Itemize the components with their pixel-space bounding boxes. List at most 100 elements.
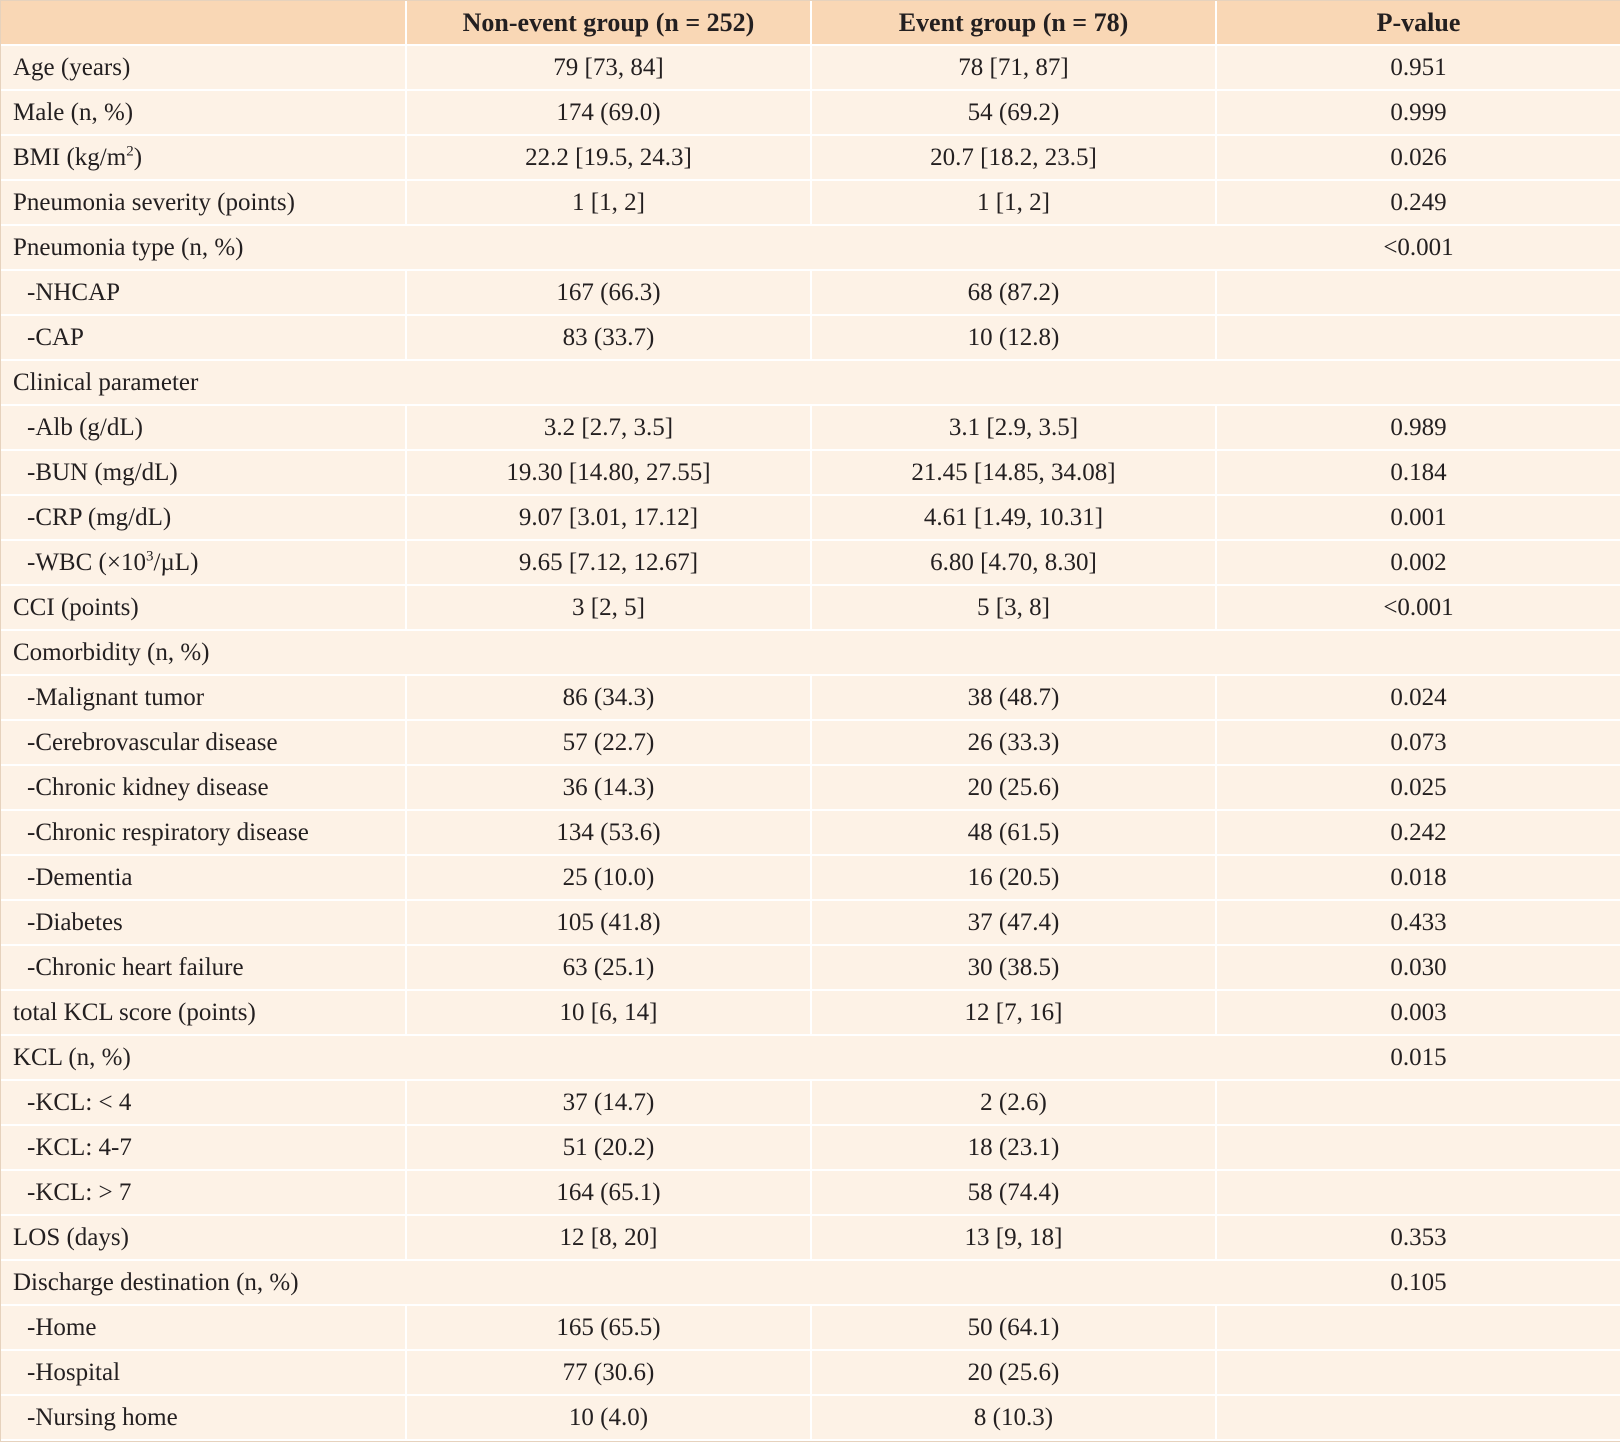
cell-p-value: 0.105 [1215, 1260, 1620, 1306]
row-label: -NHCAP [1, 270, 407, 316]
cell-event: 30 (38.5) [811, 945, 1217, 991]
cell-p-value: <0.001 [1216, 585, 1620, 631]
cell-event: 20 (25.6) [811, 765, 1217, 811]
row-label: LOS (days) [1, 1215, 407, 1261]
cell-non-event: 10 [6, 14] [406, 990, 812, 1036]
header-variable [1, 1, 407, 46]
cell-non-event: 12 [8, 20] [406, 1215, 812, 1261]
table-row: Discharge destination (n, %) 0.105 [1, 1260, 1620, 1306]
cell-p-value: 0.999 [1216, 90, 1620, 136]
row-label: -CRP (mg/dL) [1, 495, 407, 541]
table-row: Pneumonia type (n, %) <0.001 [1, 225, 1620, 271]
cell-event: 21.45 [14.85, 34.08] [811, 450, 1217, 496]
row-label-text: -Chronic heart failure [27, 953, 244, 981]
cell-p-value [1216, 270, 1620, 316]
row-label: Age (years) [1, 45, 407, 91]
row-label-text: -Chronic kidney disease [27, 773, 269, 801]
row-label: -WBC (×103/µL) [1, 540, 407, 586]
table-row: -Hospital 77 (30.6) 20 (25.6) [1, 1350, 1620, 1396]
cell-p-value [1216, 1395, 1620, 1441]
row-label: -Hospital [1, 1350, 407, 1396]
row-label-text: -Home [27, 1313, 97, 1341]
table-row: -Malignant tumor 86 (34.3) 38 (48.7) 0.024 [1, 675, 1620, 721]
row-label: -Home [1, 1305, 407, 1351]
cell-p-value: 0.184 [1216, 450, 1620, 496]
cell-non-event: 3 [2, 5] [406, 585, 812, 631]
cell-p-value: 0.018 [1216, 855, 1620, 901]
row-label-text: Discharge destination (n, %) [13, 1268, 299, 1296]
row-label-text: -Hospital [27, 1358, 121, 1386]
row-label: -KCL: < 4 [1, 1080, 407, 1126]
row-label-suffix: ) [133, 143, 143, 171]
row-label: Discharge destination (n, %) [1, 1260, 407, 1306]
cell-non-event [406, 1260, 812, 1306]
row-label-text: -CRP (mg/dL) [27, 503, 172, 531]
cell-non-event: 10 (4.0) [406, 1395, 812, 1441]
table-row: -Diabetes 105 (41.8) 37 (47.4) 0.433 [1, 900, 1620, 946]
row-label: BMI (kg/m2) [1, 135, 407, 181]
cell-non-event: 174 (69.0) [406, 90, 812, 136]
cell-non-event: 19.30 [14.80, 27.55] [406, 450, 812, 496]
row-label-text: -Nursing home [27, 1403, 178, 1431]
table-row: -Nursing home 10 (4.0) 8 (10.3) [1, 1395, 1620, 1441]
table-row: total KCL score (points) 10 [6, 14] 12 [7,… [1, 990, 1620, 1036]
table-header: Non-event group (n = 252) Event group (n… [1, 1, 1620, 46]
cell-event [811, 1260, 1217, 1306]
cell-non-event [406, 630, 812, 676]
cell-event [811, 225, 1217, 271]
cell-non-event: 1 [1, 2] [406, 180, 812, 226]
cell-p-value [1216, 1125, 1620, 1171]
cell-p-value: 0.951 [1216, 45, 1620, 91]
row-label: -CAP [1, 315, 407, 361]
cell-event: 78 [71, 87] [811, 45, 1217, 91]
cell-event: 1 [1, 2] [811, 180, 1217, 226]
table-row: -Alb (g/dL) 3.2 [2.7, 3.5] 3.1 [2.9, 3.5] 0… [1, 405, 1620, 451]
cell-p-value: 0.024 [1216, 675, 1620, 721]
row-label: -Alb (g/dL) [1, 405, 407, 451]
row-label-text: KCL (n, %) [13, 1043, 131, 1071]
row-label-text: Comorbidity (n, %) [13, 638, 210, 666]
row-label: Clinical parameter [1, 360, 407, 406]
row-label: Comorbidity (n, %) [1, 630, 407, 676]
cell-non-event: 63 (25.1) [406, 945, 812, 991]
table-row: -Dementia 25 (10.0) 16 (20.5) 0.018 [1, 855, 1620, 901]
cell-non-event: 83 (33.7) [406, 315, 812, 361]
row-label-text: total KCL score (points) [13, 998, 256, 1026]
cell-non-event: 9.07 [3.01, 17.12] [406, 495, 812, 541]
cell-non-event [406, 360, 812, 406]
cell-event: 13 [9, 18] [811, 1215, 1217, 1261]
row-label-text: -KCL: 4-7 [27, 1133, 132, 1161]
header-event-group: Event group (n = 78) [811, 1, 1217, 46]
table-row: Comorbidity (n, %) [1, 630, 1620, 676]
row-label: CCI (points) [1, 585, 407, 631]
table-row: -KCL: > 7 164 (65.1) 58 (74.4) [1, 1170, 1620, 1216]
cell-p-value [1215, 630, 1620, 676]
cell-p-value: 0.003 [1216, 990, 1620, 1036]
row-label: -BUN (mg/dL) [1, 450, 407, 496]
cell-non-event: 25 (10.0) [406, 855, 812, 901]
cell-event: 8 (10.3) [811, 1395, 1217, 1441]
cell-event: 12 [7, 16] [811, 990, 1217, 1036]
table-row: -Home 165 (65.5) 50 (64.1) [1, 1305, 1620, 1351]
cell-event: 4.61 [1.49, 10.31] [811, 495, 1217, 541]
cell-non-event: 77 (30.6) [406, 1350, 812, 1396]
cell-non-event: 22.2 [19.5, 24.3] [406, 135, 812, 181]
table-row: Clinical parameter [1, 360, 1620, 406]
cell-p-value: 0.025 [1216, 765, 1620, 811]
row-label: -Nursing home [1, 1395, 407, 1441]
table-row: -KCL: 4-7 51 (20.2) 18 (23.1) [1, 1125, 1620, 1171]
row-label: Pneumonia severity (points) [1, 180, 407, 226]
cell-event: 58 (74.4) [811, 1170, 1217, 1216]
row-label: total KCL score (points) [1, 990, 407, 1036]
row-label-text: Pneumonia type (n, %) [13, 233, 244, 261]
table-row: -NHCAP 167 (66.3) 68 (87.2) [1, 270, 1620, 316]
table-row: CCI (points) 3 [2, 5] 5 [3, 8] <0.001 [1, 585, 1620, 631]
cell-non-event: 165 (65.5) [406, 1305, 812, 1351]
row-label: -Malignant tumor [1, 675, 407, 721]
cell-event: 6.80 [4.70, 8.30] [811, 540, 1217, 586]
row-label: Male (n, %) [1, 90, 407, 136]
cell-p-value: 0.015 [1215, 1035, 1620, 1081]
table-row: -CAP 83 (33.7) 10 (12.8) [1, 315, 1620, 361]
cell-p-value [1216, 315, 1620, 361]
